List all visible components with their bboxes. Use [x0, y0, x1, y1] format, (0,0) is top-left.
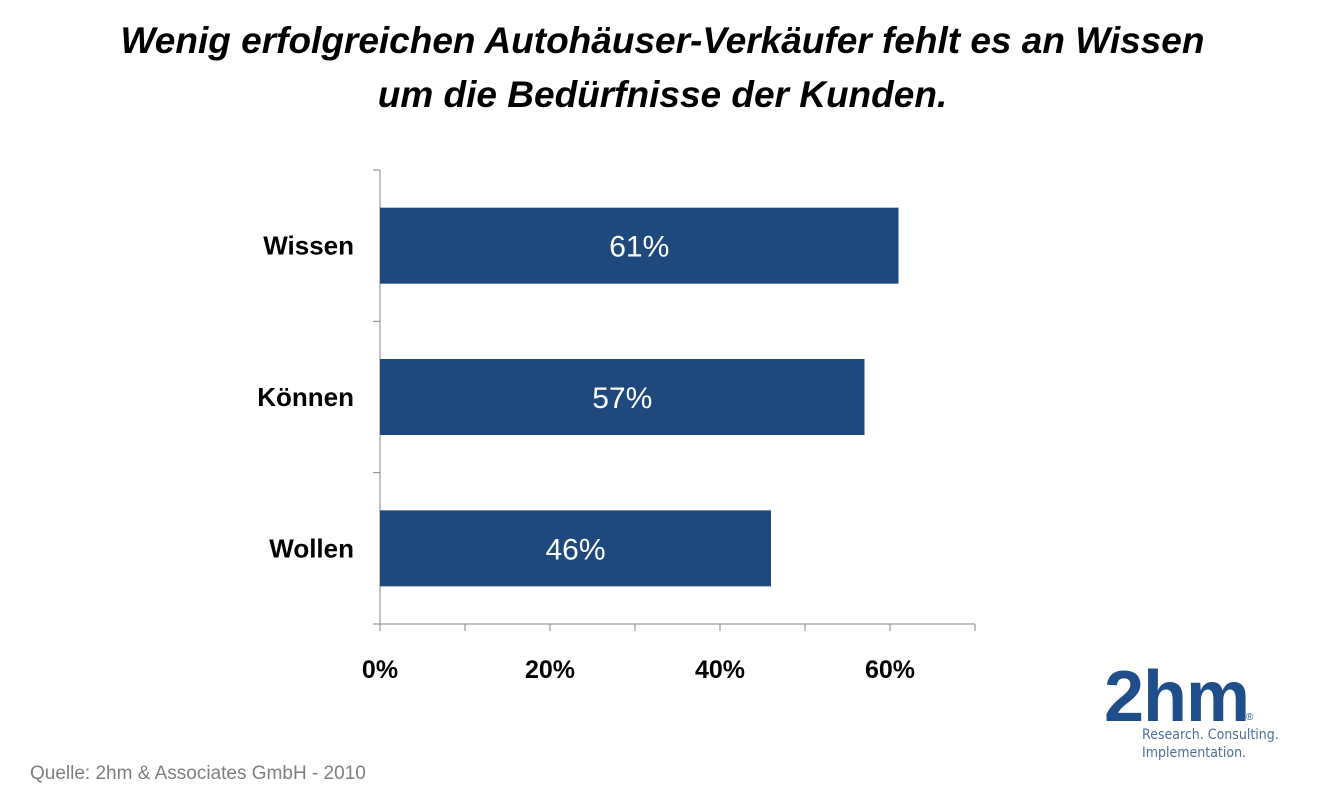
- x-tick-label: 60%: [865, 656, 915, 684]
- logo-tagline-line-1: Research. Consulting.: [1142, 727, 1279, 743]
- logo-wordmark: 2hm: [1104, 661, 1250, 735]
- x-tick-label: 20%: [525, 656, 575, 684]
- chart-title: Wenig erfolgreichen Autohäuser-Verkäufer…: [0, 14, 1325, 122]
- bar-chart: 0% 20% 40% 60% Wissen 61% Können 57% Wollen 46%: [257, 169, 976, 684]
- bar: [380, 359, 865, 435]
- x-tick-label: 40%: [695, 656, 745, 684]
- bar: [380, 510, 771, 587]
- logo-tagline-line-2: Implementation.: [1142, 745, 1247, 761]
- x-tick-label: 0%: [362, 656, 398, 684]
- logo-text: 2hm: [1104, 657, 1250, 737]
- data-label: 61%: [609, 231, 669, 264]
- data-label: 57%: [592, 382, 652, 415]
- logo-tagline: Research. Consulting. Implementation.: [1142, 726, 1279, 762]
- chart-title-line-2: um die Bedürfnisse der Kunden.: [377, 74, 948, 115]
- logo-registered-mark: ®: [1246, 712, 1254, 723]
- company-logo: 2hm ® Research. Consulting. Implementati…: [1100, 661, 1300, 768]
- source-note: Quelle: 2hm & Associates GmbH - 2010: [30, 763, 366, 784]
- chart-title-line-1: Wenig erfolgreichen Autohäuser-Verkäufer…: [120, 20, 1205, 61]
- data-label: 46%: [545, 533, 605, 566]
- category-label: Wollen: [269, 533, 354, 563]
- category-label: Wissen: [263, 231, 354, 261]
- bar: [380, 207, 899, 284]
- category-label: Können: [257, 382, 354, 412]
